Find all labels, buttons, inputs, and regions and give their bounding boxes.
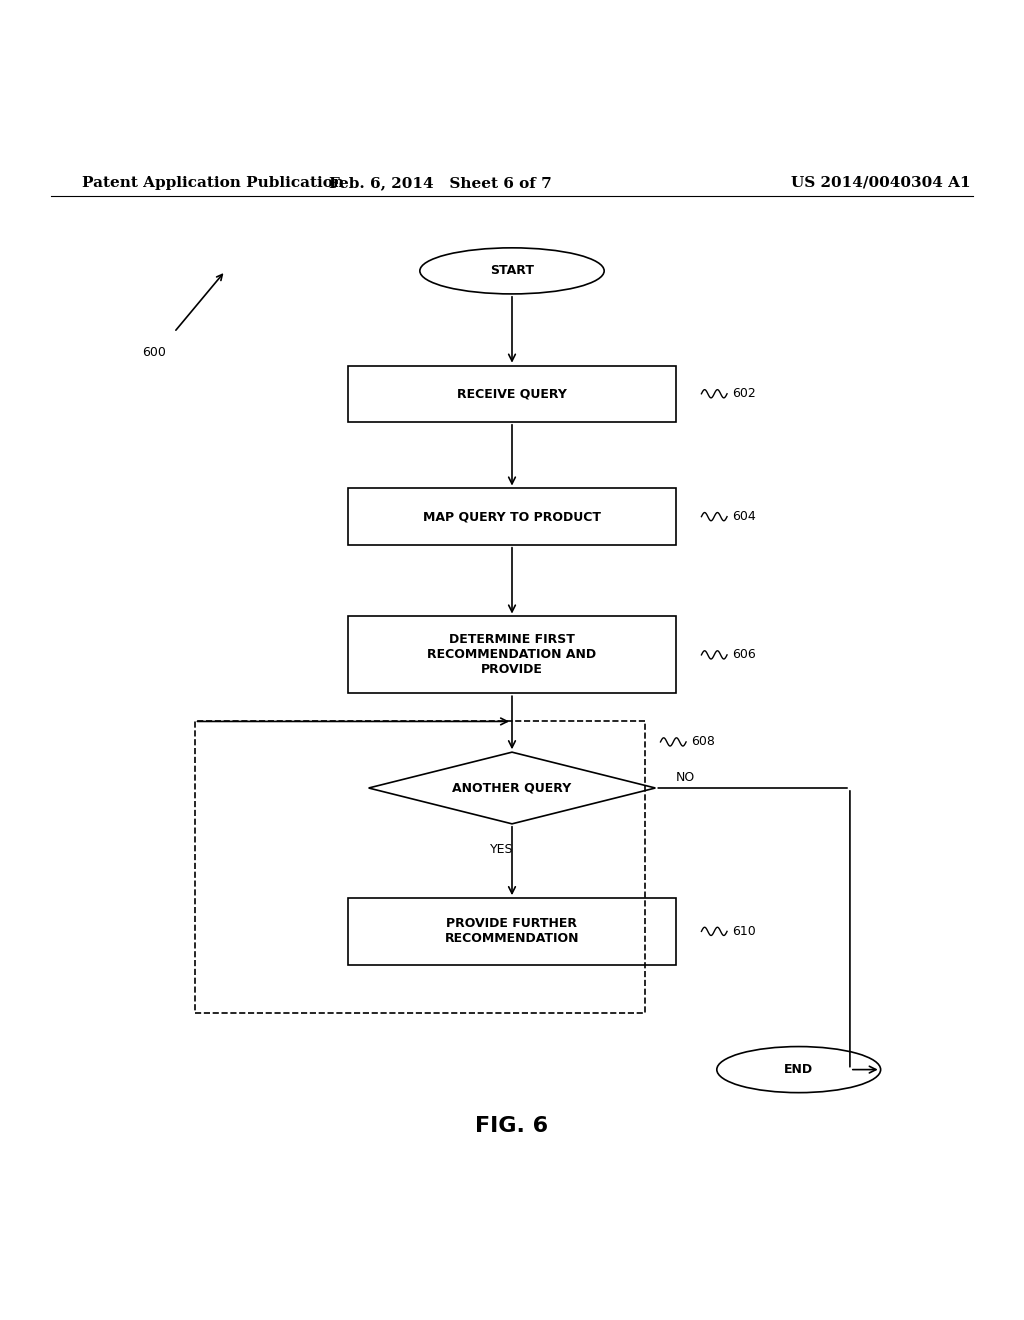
Text: Patent Application Publication: Patent Application Publication bbox=[82, 176, 344, 190]
Text: RECEIVE QUERY: RECEIVE QUERY bbox=[457, 387, 567, 400]
Text: ANOTHER QUERY: ANOTHER QUERY bbox=[453, 781, 571, 795]
Text: YES: YES bbox=[490, 843, 513, 855]
Text: END: END bbox=[784, 1063, 813, 1076]
Text: DETERMINE FIRST
RECOMMENDATION AND
PROVIDE: DETERMINE FIRST RECOMMENDATION AND PROVI… bbox=[427, 634, 597, 676]
Text: FIG. 6: FIG. 6 bbox=[475, 1115, 549, 1137]
Text: PROVIDE FURTHER
RECOMMENDATION: PROVIDE FURTHER RECOMMENDATION bbox=[444, 917, 580, 945]
Text: 602: 602 bbox=[732, 387, 756, 400]
Text: 600: 600 bbox=[141, 346, 166, 359]
Text: NO: NO bbox=[676, 771, 695, 784]
Text: 610: 610 bbox=[732, 925, 756, 937]
Text: 606: 606 bbox=[732, 648, 756, 661]
Text: 608: 608 bbox=[691, 735, 715, 748]
Text: START: START bbox=[490, 264, 534, 277]
Text: US 2014/0040304 A1: US 2014/0040304 A1 bbox=[791, 176, 971, 190]
Text: MAP QUERY TO PRODUCT: MAP QUERY TO PRODUCT bbox=[423, 510, 601, 523]
Text: Feb. 6, 2014   Sheet 6 of 7: Feb. 6, 2014 Sheet 6 of 7 bbox=[329, 176, 552, 190]
Text: 604: 604 bbox=[732, 510, 756, 523]
